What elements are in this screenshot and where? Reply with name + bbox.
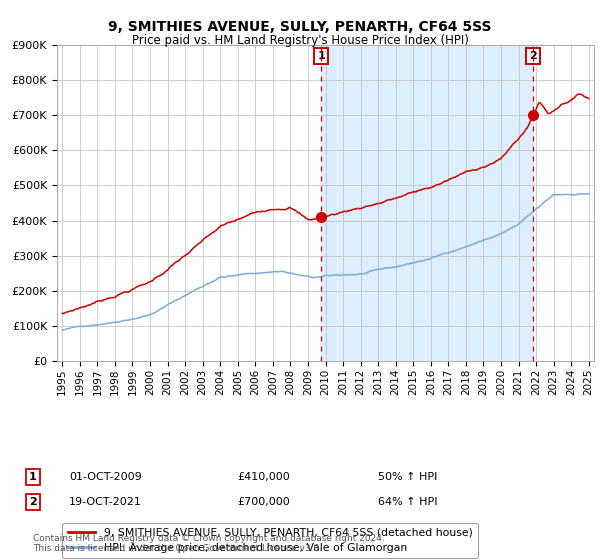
Text: £410,000: £410,000 [237,472,290,482]
Text: Contains HM Land Registry data © Crown copyright and database right 2024.
This d: Contains HM Land Registry data © Crown c… [33,534,385,553]
Text: Price paid vs. HM Land Registry's House Price Index (HPI): Price paid vs. HM Land Registry's House … [131,34,469,46]
Bar [321,45,533,361]
Text: 2: 2 [529,51,536,61]
Text: £700,000: £700,000 [237,497,290,507]
Text: 01-OCT-2009: 01-OCT-2009 [69,472,142,482]
Text: 1: 1 [317,51,325,61]
Text: 1: 1 [29,472,37,482]
Text: 19-OCT-2021: 19-OCT-2021 [69,497,142,507]
Text: 50% ↑ HPI: 50% ↑ HPI [378,472,437,482]
Text: 64% ↑ HPI: 64% ↑ HPI [378,497,437,507]
Legend: 9, SMITHIES AVENUE, SULLY, PENARTH, CF64 5SS (detached house), HPI: Average pric: 9, SMITHIES AVENUE, SULLY, PENARTH, CF64… [62,522,478,558]
Text: 9, SMITHIES AVENUE, SULLY, PENARTH, CF64 5SS: 9, SMITHIES AVENUE, SULLY, PENARTH, CF64… [108,20,492,34]
Text: 2: 2 [29,497,37,507]
